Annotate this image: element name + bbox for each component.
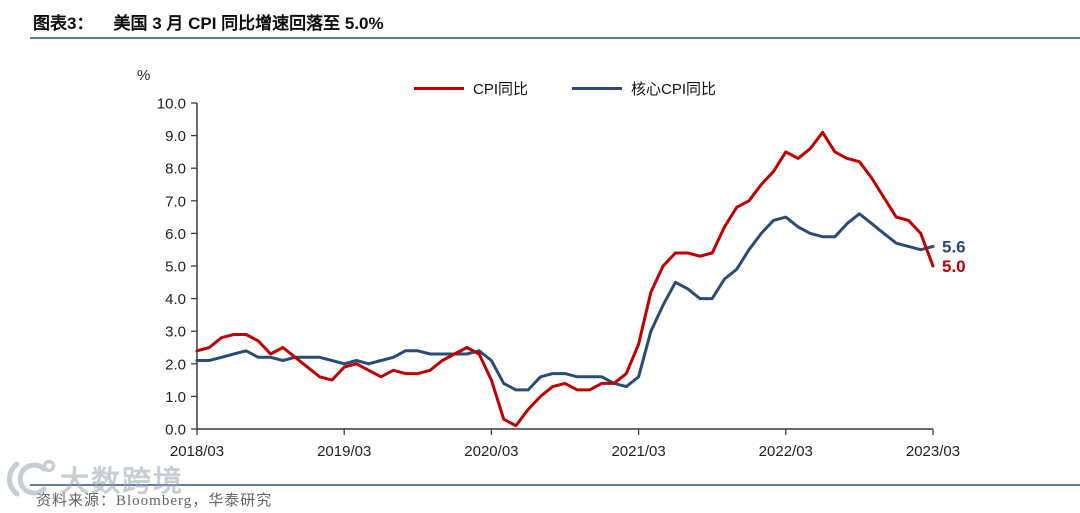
core-cpi-line — [195, 212, 935, 392]
y-axis-label: 1.0 — [165, 389, 186, 406]
core-cpi-line-swatch — [572, 87, 622, 90]
x-axis-label: 2021/03 — [611, 443, 665, 460]
y-axis-label: 9.0 — [165, 128, 186, 145]
legend-item-cpi: CPI同比 — [413, 78, 528, 99]
figure-title-text: 美国 3 月 CPI 同比增速回落至 5.0% — [113, 14, 384, 33]
cpi-line — [195, 130, 935, 428]
y-axis-label: 5.0 — [165, 259, 186, 276]
y-axis-label: 4.0 — [165, 291, 186, 308]
legend-item-core-cpi: 核心CPI同比 — [572, 78, 716, 99]
y-axis-label: 0.0 — [165, 422, 186, 439]
chart-legend: CPI同比 核心CPI同比 — [197, 78, 933, 99]
x-axis-label: 2023/03 — [906, 443, 960, 460]
footer-separator — [30, 484, 1080, 486]
y-axis-label: 6.0 — [165, 226, 186, 243]
core-cpi-end-value-label: 5.6 — [942, 237, 966, 256]
y-axis-label: 2.0 — [165, 356, 186, 373]
source-text: 资料来源：Bloomberg，华泰研究 — [36, 493, 273, 509]
cpi-end-value-label: 5.0 — [942, 257, 966, 276]
title-underline — [30, 37, 1080, 39]
page-title: 图表3： 美国 3 月 CPI 同比增速回落至 5.0% — [33, 9, 384, 34]
x-axis-label: 2018/03 — [170, 443, 224, 460]
x-axis-label: 2019/03 — [317, 443, 371, 460]
x-axis-label: 2020/03 — [464, 443, 518, 460]
y-axis-label: 10.0 — [157, 96, 186, 113]
figure-label: 图表3： — [33, 14, 94, 33]
cpi-line-swatch — [413, 87, 464, 90]
y-axis-label: 7.0 — [165, 193, 186, 210]
y-axis-label: 8.0 — [165, 161, 186, 178]
y-axis-unit-label: % — [137, 67, 150, 84]
y-axis-label: 3.0 — [165, 324, 186, 341]
legend-label-core-cpi: 核心CPI同比 — [631, 81, 717, 98]
legend-label-cpi: CPI同比 — [472, 81, 528, 98]
x-axis-label: 2022/03 — [759, 443, 813, 460]
